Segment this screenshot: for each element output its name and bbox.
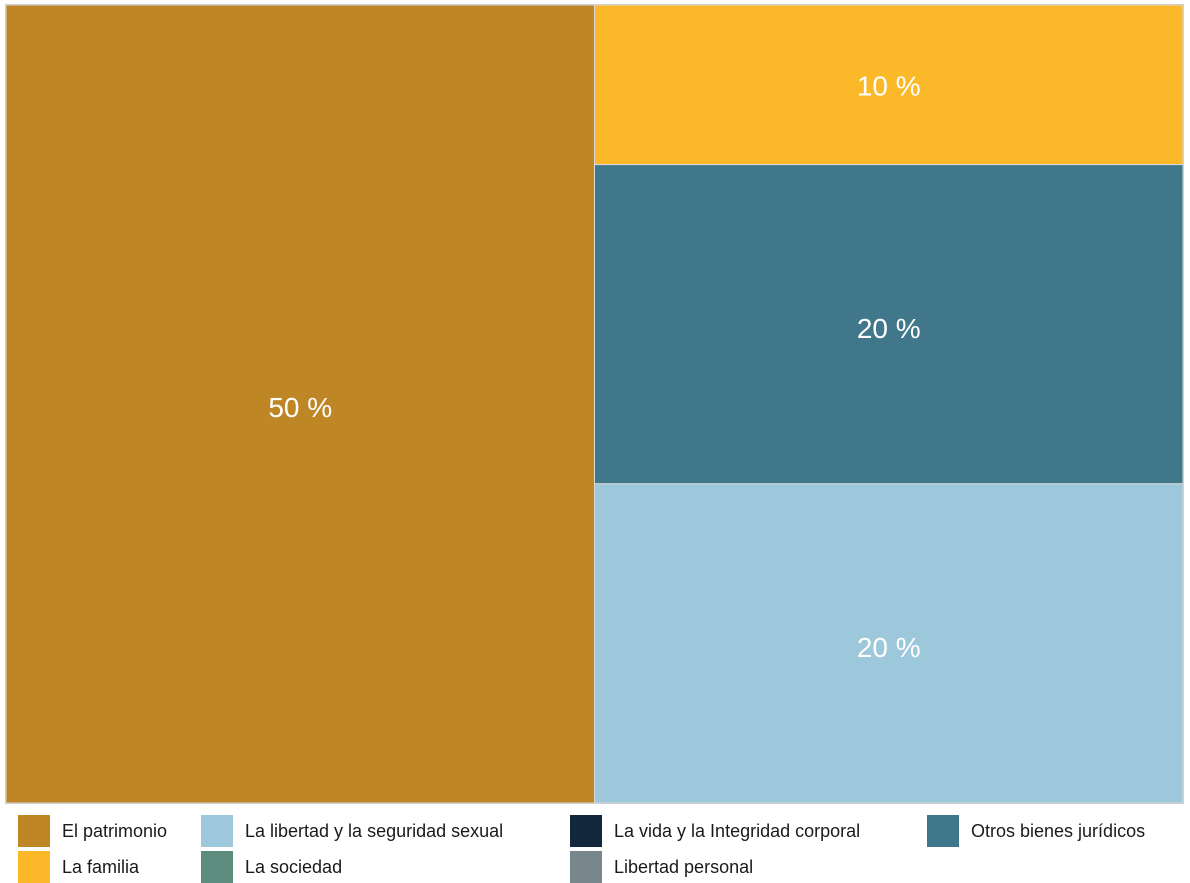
legend-label-la-sociedad: La sociedad [245,857,342,877]
tile-label-la-libertad-y-la-seguridad-sexual: 20 % [857,632,921,663]
treemap-tile-otros-bienes-juridicos [594,164,1184,485]
legend-swatch-la-vida-y-la-integridad-corporal [570,815,602,847]
legend-label-otros-bienes-juridicos: Otros bienes jurídicos [971,821,1145,841]
chart-legend: El patrimonio La libertad y la seguridad … [18,815,1145,883]
tile-label-el-patrimonio: 50 % [268,392,332,423]
legend-label-la-familia: La familia [62,857,140,877]
legend-item-la-libertad-y-la-seguridad-sexual: La libertad y la seguridad sexual [201,815,503,847]
legend-swatch-la-sociedad [201,851,233,883]
legend-item-la-familia: La familia [18,851,140,883]
legend-label-el-patrimonio: El patrimonio [62,821,167,841]
legend-item-libertad-personal: Libertad personal [570,851,753,883]
legend-swatch-la-libertad-y-la-seguridad-sexual [201,815,233,847]
treemap-tiles: 50 % 10 % 20 % 20 % [5,4,1184,804]
treemap-tile-la-familia [594,4,1184,166]
legend-swatch-la-familia [18,851,50,883]
legend-label-la-vida-y-la-integridad-corporal: La vida y la Integridad corporal [614,821,860,841]
tile-label-otros-bienes-juridicos: 20 % [857,313,921,344]
legend-item-la-sociedad: La sociedad [201,851,342,883]
legend-label-libertad-personal: Libertad personal [614,857,753,877]
legend-swatch-libertad-personal [570,851,602,883]
legend-item-la-vida-y-la-integridad-corporal: La vida y la Integridad corporal [570,815,860,847]
treemap-tile-la-libertad-y-la-seguridad-sexual [594,483,1184,804]
treemap-tile-el-patrimonio [5,4,595,804]
legend-swatch-el-patrimonio [18,815,50,847]
legend-item-otros-bienes-juridicos: Otros bienes jurídicos [927,815,1145,847]
legend-label-la-libertad-y-la-seguridad-sexual: La libertad y la seguridad sexual [245,821,503,841]
legend-item-el-patrimonio: El patrimonio [18,815,167,847]
tile-label-la-familia: 10 % [857,70,921,101]
legend-swatch-otros-bienes-juridicos [927,815,959,847]
